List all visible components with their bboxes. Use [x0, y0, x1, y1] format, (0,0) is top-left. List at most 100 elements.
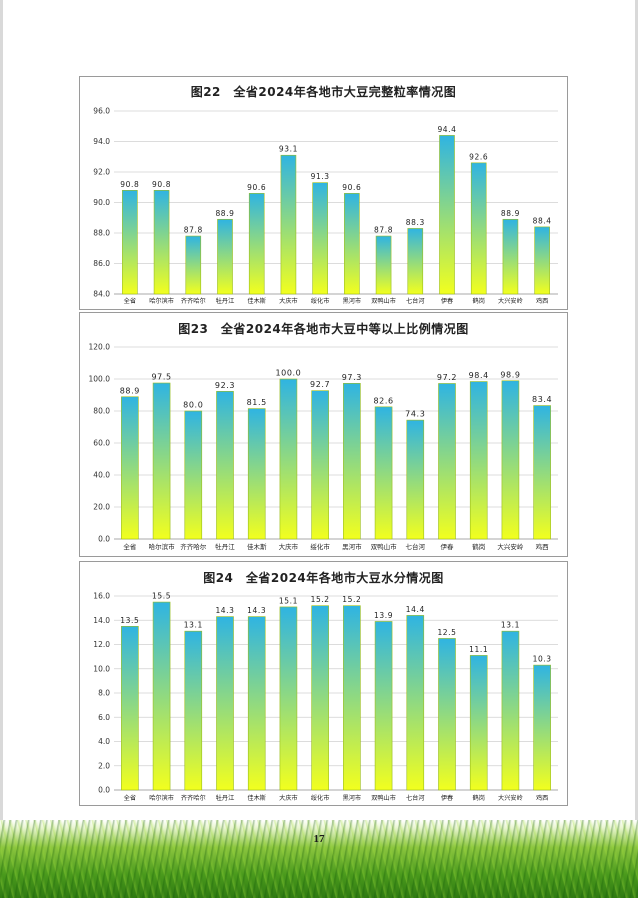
x-category-label: 牡丹江 — [216, 794, 235, 802]
bar-七台河 — [407, 228, 424, 295]
bar-双鸭山市 — [374, 621, 393, 791]
bar-value-label: 82.6 — [373, 396, 393, 405]
x-category-label: 佳木斯 — [247, 542, 267, 551]
bar-黑河市 — [344, 193, 360, 295]
y-tick-label: 92.0 — [93, 168, 110, 177]
bar-value-label: 98.9 — [500, 370, 520, 379]
y-tick-label: 10.0 — [93, 664, 110, 673]
x-category-label: 哈尔滨市 — [149, 794, 174, 802]
bar-牡丹江 — [217, 218, 233, 295]
bar-value-label: 81.5 — [247, 398, 267, 407]
x-category-label: 全省 — [124, 297, 136, 305]
bar-value-label: 87.8 — [374, 226, 393, 235]
bar-伊春 — [439, 135, 455, 295]
bar-value-label: 90.6 — [342, 183, 361, 192]
x-category-label: 黑河市 — [342, 542, 362, 551]
y-tick-label: 88.0 — [93, 229, 110, 238]
bar-value-label: 10.3 — [533, 655, 552, 664]
bar-齐齐哈尔 — [185, 235, 202, 295]
footer-grass-image — [0, 820, 638, 898]
x-category-label: 大兴安岭 — [498, 297, 523, 305]
bar-七台河 — [406, 419, 425, 540]
bar-value-label: 88.9 — [120, 386, 140, 395]
bar-大庆市 — [279, 378, 298, 540]
bar-value-label: 92.7 — [310, 380, 330, 389]
bar-大庆市 — [280, 154, 297, 295]
bar-佳木斯 — [247, 616, 266, 791]
x-category-label: 齐齐哈尔 — [181, 794, 206, 802]
page-number: 17 — [313, 833, 325, 845]
chart-panel-fig23: 图23 全省2024年各地市大豆中等以上比例情况图 0.0 20.0 40.0 60.… — [79, 312, 568, 557]
y-tick-label: 100.0 — [89, 375, 111, 384]
bar-value-label: 13.9 — [374, 611, 393, 620]
x-category-label: 绥化市 — [311, 297, 330, 305]
x-category-label: 绥化市 — [310, 542, 330, 551]
y-tick-label: 120.0 — [89, 343, 111, 352]
chart-panel-fig24: 图24 全省2024年各地市大豆水分情况图 0.0 2.0 4.0 6.0 8.0 10.… — [79, 561, 568, 806]
bar-鸡西 — [534, 226, 550, 295]
bar-齐齐哈尔 — [184, 410, 203, 540]
bar-value-label: 94.4 — [437, 125, 456, 134]
bar-伊春 — [438, 638, 456, 791]
bar-大兴安岭 — [502, 218, 519, 295]
bar-value-label: 74.3 — [405, 410, 425, 419]
x-category-label: 双鸭山市 — [371, 542, 398, 551]
bar-value-label: 88.3 — [406, 218, 425, 227]
chart-panel-fig22: 图22 全省2024年各地市大豆完整粒率情况图 84.0 86.0 88.0 90.0… — [79, 76, 568, 310]
y-tick-label: 8.0 — [98, 689, 110, 698]
bar-chart-fig22: 84.0 86.0 88.0 90.0 92.0 94.0 96.0 90.8 全省 90.8 哈尔… — [93, 107, 558, 305]
y-tick-label: 6.0 — [98, 713, 110, 722]
bar-value-label: 97.5 — [151, 373, 171, 382]
bar-全省 — [121, 626, 139, 791]
x-category-label: 大庆市 — [279, 794, 298, 802]
x-category-label: 牡丹江 — [216, 297, 235, 305]
x-category-label: 七台河 — [406, 297, 425, 305]
x-category-label: 大庆市 — [279, 542, 299, 551]
bar-value-label: 14.4 — [406, 605, 425, 614]
bar-黑河市 — [343, 383, 361, 540]
bar-value-label: 100.0 — [275, 369, 301, 378]
bar-全省 — [122, 190, 138, 295]
y-tick-label: 86.0 — [93, 259, 110, 268]
x-category-label: 鹤岗 — [473, 297, 485, 305]
page-border-left — [0, 0, 3, 820]
x-category-label: 哈尔滨市 — [149, 542, 176, 551]
x-category-label: 哈尔滨市 — [149, 297, 174, 305]
bar-value-label: 12.5 — [437, 628, 456, 637]
bar-value-label: 90.6 — [247, 183, 266, 192]
bar-value-label: 88.9 — [215, 209, 234, 218]
bar-鹤岗 — [469, 655, 488, 791]
bar-value-label: 15.1 — [279, 596, 298, 605]
x-category-label: 佳木斯 — [247, 794, 266, 802]
y-tick-label: 0.0 — [98, 535, 110, 544]
bar-value-label: 15.2 — [311, 595, 330, 604]
chart-title: 图22 全省2024年各地市大豆完整粒率情况图 — [190, 85, 457, 99]
y-tick-label: 96.0 — [93, 107, 110, 116]
bar-value-label: 92.3 — [215, 381, 235, 390]
x-category-label: 鸡西 — [536, 542, 550, 551]
bar-value-label: 93.1 — [279, 145, 298, 154]
bar-value-label: 91.3 — [311, 172, 330, 181]
y-tick-label: 16.0 — [93, 592, 110, 601]
bar-大庆市 — [279, 606, 298, 791]
x-category-label: 双鸭山市 — [371, 794, 396, 802]
bar-value-label: 14.3 — [247, 606, 266, 615]
y-tick-label: 84.0 — [93, 290, 110, 299]
bar-value-label: 88.4 — [533, 216, 552, 225]
x-category-label: 大兴安岭 — [498, 794, 523, 802]
bar-value-label: 97.3 — [342, 373, 362, 382]
y-tick-label: 14.0 — [93, 616, 110, 625]
bar-value-label: 13.5 — [120, 616, 139, 625]
bar-chart-fig24: 0.0 2.0 4.0 6.0 8.0 10.0 12.0 14.0 16.0 13.5 全省 15.… — [93, 592, 558, 802]
bar-value-label: 14.3 — [215, 606, 234, 615]
x-category-label: 佳木斯 — [247, 297, 266, 305]
bar-鹤岗 — [469, 381, 488, 540]
bar-双鸭山市 — [374, 406, 393, 540]
bar-value-label: 11.1 — [469, 645, 488, 654]
y-tick-label: 20.0 — [93, 503, 110, 512]
bar-哈尔滨市 — [152, 601, 171, 791]
bar-鸡西 — [533, 405, 551, 540]
bar-大兴安岭 — [501, 630, 520, 791]
bar-value-label: 15.2 — [342, 595, 361, 604]
bar-chart-fig23: 0.0 20.0 40.0 60.0 80.0 100.0 120.0 88.9 全省 97.5 哈… — [89, 343, 558, 551]
